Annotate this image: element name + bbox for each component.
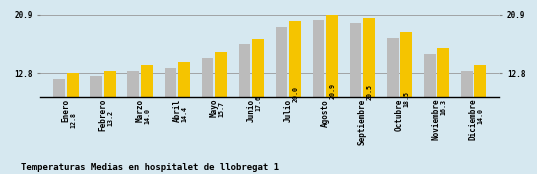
Text: 12.8: 12.8 [70, 112, 76, 128]
Bar [387, 38, 398, 166]
Text: 20.5: 20.5 [366, 84, 372, 100]
Bar [141, 65, 153, 166]
Bar [90, 76, 102, 166]
Text: 15.7: 15.7 [218, 101, 224, 117]
Bar [127, 71, 139, 166]
Bar [326, 15, 338, 166]
Text: 14.4: 14.4 [181, 106, 187, 122]
Bar [275, 27, 287, 166]
Bar [474, 65, 487, 166]
Bar [438, 48, 449, 166]
Bar [424, 54, 436, 166]
Bar [252, 39, 264, 166]
Bar [461, 71, 473, 166]
Text: 20.0: 20.0 [292, 86, 298, 102]
Text: 17.6: 17.6 [255, 94, 261, 110]
Text: 13.2: 13.2 [107, 110, 113, 126]
Text: Temperaturas Medias en hospitalet de llobregat 1: Temperaturas Medias en hospitalet de llo… [21, 163, 279, 172]
Bar [178, 62, 190, 166]
Bar [201, 58, 213, 166]
Bar [53, 79, 66, 166]
Bar [104, 71, 116, 166]
Bar [215, 52, 227, 166]
Text: 20.9: 20.9 [329, 82, 335, 98]
Text: 14.0: 14.0 [144, 108, 150, 124]
Bar [364, 18, 375, 166]
Bar [164, 68, 176, 166]
Bar [238, 44, 250, 166]
Text: 18.5: 18.5 [403, 91, 409, 107]
Bar [401, 32, 412, 166]
Text: 14.0: 14.0 [477, 108, 483, 124]
Bar [67, 73, 79, 166]
Text: 16.3: 16.3 [440, 99, 446, 115]
Bar [289, 21, 301, 166]
Bar [313, 21, 324, 166]
Bar [350, 23, 361, 166]
